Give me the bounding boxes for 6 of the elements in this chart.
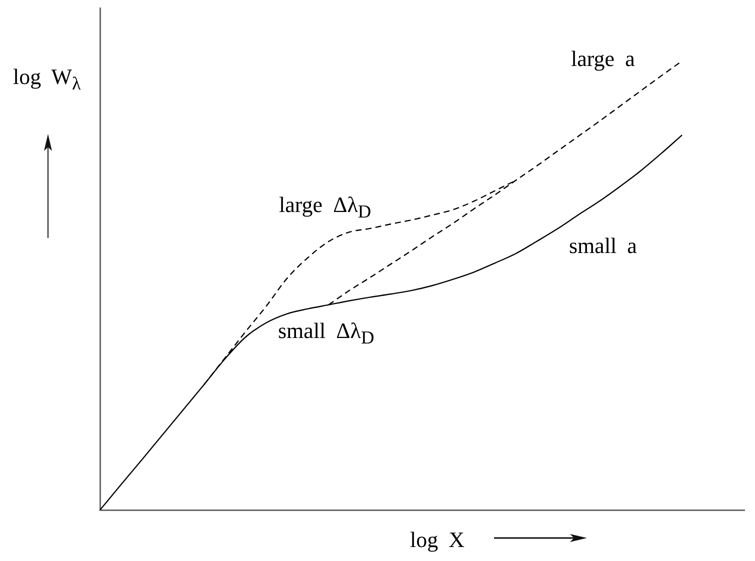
annotation: small a [569,233,637,258]
x-axis-title: log X [410,527,464,552]
annotation: large a [571,46,635,72]
annotation: small Δλ$_{D}$ [278,318,374,348]
annotation: large Δλ$_{D}$ [279,192,372,222]
y-axis-title: log W$_{λ}$ [13,64,81,94]
